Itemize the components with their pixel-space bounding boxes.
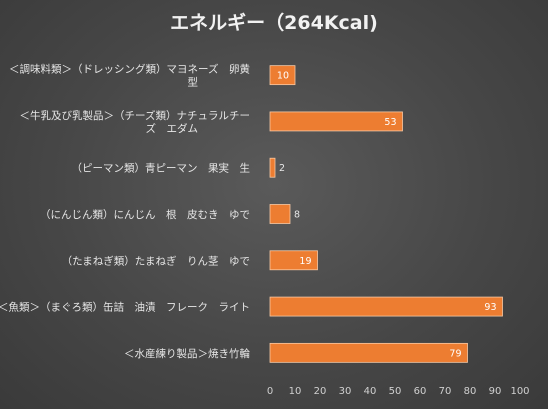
- category-label: ＜魚類＞（まぐろ類）缶詰 油漬 フレーク ライト: [0, 301, 250, 314]
- data-label: 53: [384, 117, 396, 128]
- x-tick-label: 30: [339, 386, 352, 397]
- bar: [269, 157, 276, 178]
- x-tick-label: 0: [267, 386, 273, 397]
- data-label: 19: [299, 256, 311, 267]
- x-tick-label: 40: [364, 386, 377, 397]
- category-label: ＜牛乳及び乳製品＞（チーズ類）ナチュラルチーズ エダム: [20, 109, 250, 135]
- data-label: 93: [484, 302, 496, 313]
- data-label: 79: [449, 348, 461, 359]
- bar: [269, 342, 468, 363]
- x-tick-label: 20: [314, 386, 327, 397]
- x-tick-label: 10: [289, 386, 302, 397]
- chart-title: エネルギー（264Kcal): [170, 12, 378, 34]
- category-label: （にんじん類）にんじん 根 皮むき ゆで: [40, 208, 250, 221]
- data-label: 10: [277, 71, 289, 82]
- x-tick-label: 100: [510, 386, 529, 397]
- x-tick-label: 90: [489, 386, 502, 397]
- bar: [269, 296, 503, 317]
- bar: [269, 250, 318, 271]
- x-tick-label: 80: [464, 386, 477, 397]
- bar: [269, 111, 403, 132]
- bar: [269, 204, 291, 224]
- data-label: 2: [279, 163, 285, 174]
- category-label: （ピーマン類）青ピーマン 果実 生: [72, 162, 251, 175]
- data-label: 8: [294, 210, 300, 221]
- category-label: ＜水産練り製品＞焼き竹輪: [124, 347, 250, 360]
- category-label: （たまねぎ類）たまねぎ りん茎 ゆで: [62, 254, 250, 267]
- x-tick-label: 70: [439, 386, 452, 397]
- category-label: ＜調味料類＞（ドレッシング類）マヨネーズ 卵黄型: [9, 63, 250, 89]
- bar: [269, 65, 296, 86]
- x-tick-label: 50: [389, 386, 402, 397]
- x-tick-label: 60: [414, 386, 427, 397]
